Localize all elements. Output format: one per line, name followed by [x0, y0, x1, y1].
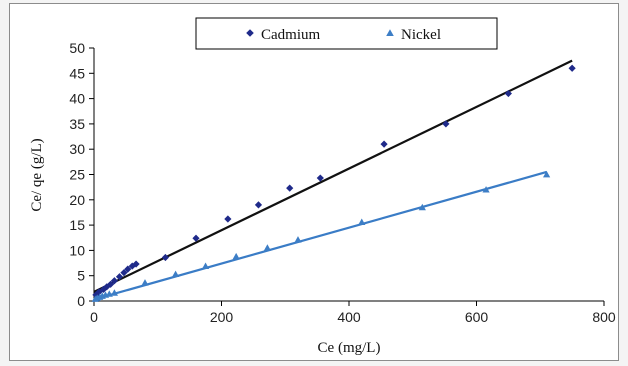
data-point-cadmium	[568, 64, 576, 72]
legend-marker-cadmium	[246, 29, 254, 37]
data-point-cadmium	[316, 174, 324, 182]
data-point-nickel	[110, 289, 118, 296]
data-point-nickel	[201, 262, 210, 269]
legend: Cadmium Nickel	[195, 17, 498, 50]
data-point-cadmium	[132, 260, 140, 268]
data-point-cadmium	[224, 215, 232, 223]
tick-labels: 0 5 10 15 20 25 30 35 40 45 50 0 200 400 600 800	[69, 40, 615, 325]
data-point-cadmium	[103, 283, 111, 291]
data-point-cadmium	[161, 253, 169, 262]
trendline-cadmium	[93, 59, 573, 293]
data-point-cadmium	[380, 140, 388, 148]
trendline-nickel	[93, 170, 547, 301]
data-point-nickel	[141, 279, 149, 286]
y-tick-label: 40	[69, 91, 85, 107]
data-point-cadmium	[254, 201, 263, 209]
data-point-nickel	[294, 236, 302, 243]
data-point-cadmium	[95, 288, 103, 296]
y-tick-label: 0	[77, 293, 85, 309]
y-tick-label: 35	[69, 116, 85, 132]
legend-item-cadmium: Cadmium	[246, 27, 320, 43]
x-axis-label: Ce (mg/L)	[318, 340, 381, 356]
data-point-nickel	[418, 203, 426, 211]
y-tick-label: 50	[69, 40, 85, 56]
y-tick-label: 5	[77, 268, 85, 284]
data-point-cadmium	[106, 280, 115, 288]
y-tick-label: 20	[69, 192, 85, 208]
data-point-cadmium	[92, 291, 100, 299]
data-point-nickel	[482, 186, 490, 193]
data-point-nickel	[232, 252, 240, 260]
data-point-cadmium	[504, 89, 512, 98]
data-point-cadmium	[124, 265, 132, 273]
y-tick-label: 30	[69, 141, 85, 157]
y-tick-label: 10	[69, 242, 85, 258]
x-tick-label: 0	[90, 309, 98, 325]
data-point-cadmium	[442, 120, 450, 128]
x-tick-label: 200	[210, 309, 234, 325]
x-tick-label: 800	[592, 309, 616, 325]
data-point-nickel	[172, 270, 180, 278]
x-tick-label: 400	[337, 309, 361, 325]
data-point-nickel	[358, 218, 366, 225]
data-point-cadmium	[120, 269, 128, 277]
y-tick-label: 45	[69, 65, 85, 81]
y-axis-label: Ce/ qe (g/L)	[29, 138, 45, 211]
data-points	[91, 64, 576, 302]
x-tick-label: 600	[465, 309, 489, 325]
plot-axes	[93, 48, 604, 302]
data-point-nickel	[543, 170, 551, 178]
data-point-cadmium	[115, 273, 124, 281]
legend-box	[195, 17, 498, 50]
data-point-cadmium	[192, 234, 200, 242]
legend-label-nickel: Nickel	[401, 27, 441, 43]
y-tick-label: 15	[69, 217, 85, 233]
legend-item-nickel: Nickel	[386, 27, 441, 43]
legend-marker-nickel	[386, 29, 394, 37]
trendlines	[93, 59, 573, 301]
data-point-cadmium	[110, 277, 118, 285]
data-point-cadmium	[286, 184, 294, 192]
legend-label-cadmium: Cadmium	[261, 27, 320, 43]
data-point-nickel	[105, 290, 113, 297]
data-point-nickel	[263, 244, 271, 251]
y-tick-label: 25	[69, 167, 85, 183]
